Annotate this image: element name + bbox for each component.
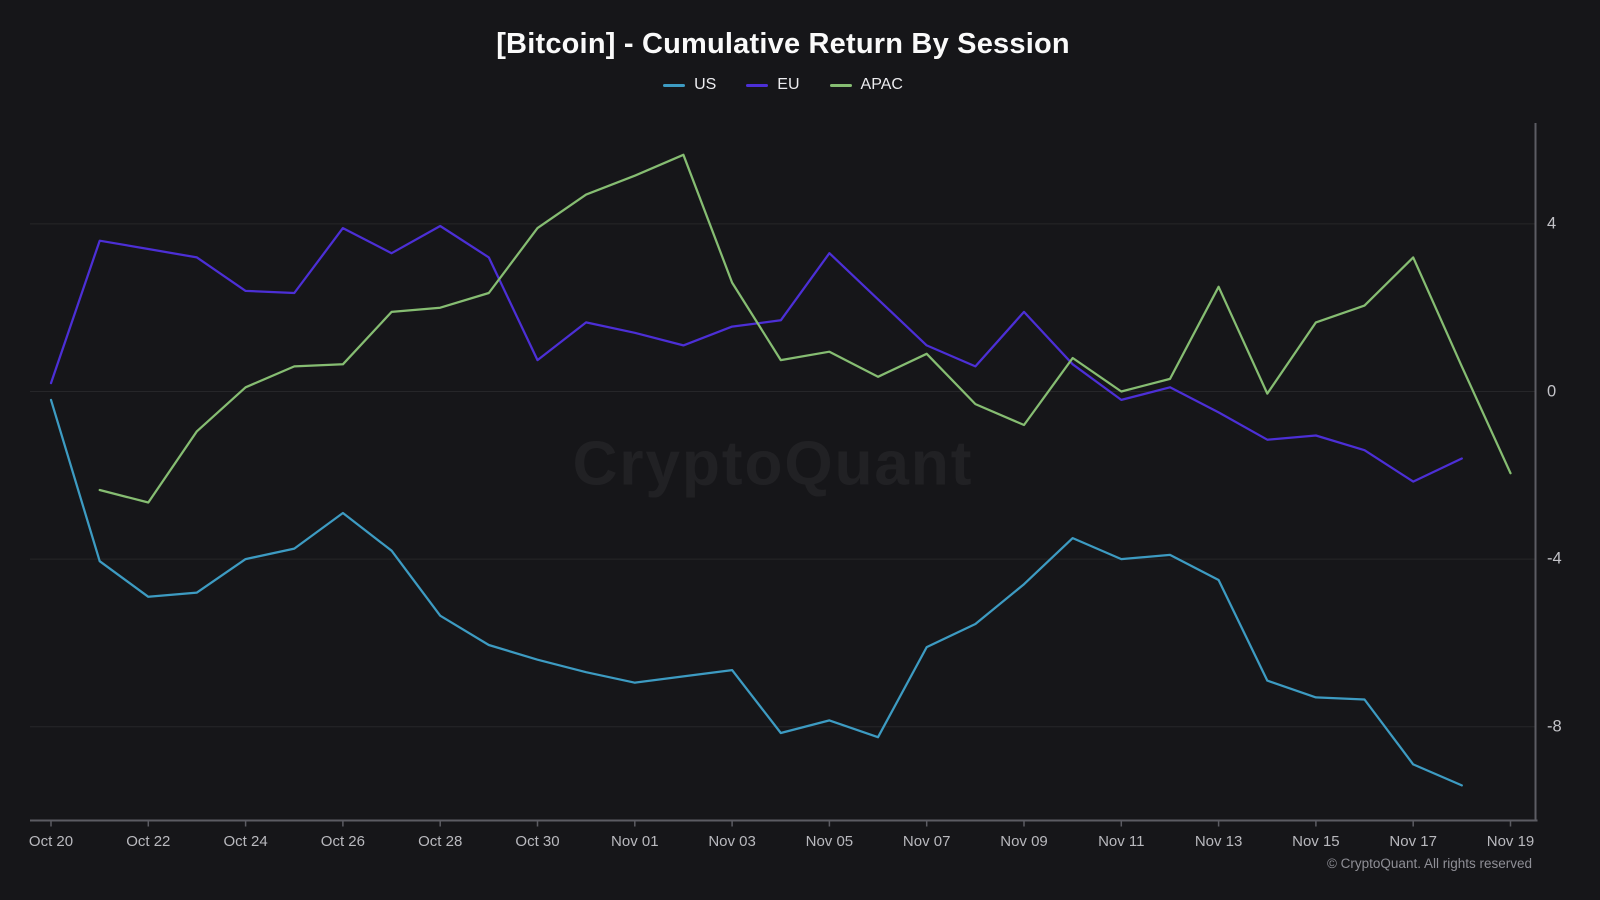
legend-item-us[interactable]: US	[663, 76, 716, 94]
legend-label-us: US	[694, 76, 717, 93]
x-axis-label-nov-19: Nov 19	[1486, 833, 1535, 850]
x-axis-label-nov-05: Nov 05	[805, 833, 854, 850]
x-axis-label-nov-03: Nov 03	[708, 833, 756, 850]
legend-swatch-eu	[746, 83, 769, 87]
x-axis-label-oct-20: Oct 20	[28, 833, 74, 850]
x-axis-label-oct-30: Oct 30	[515, 833, 560, 850]
chart-title: [Bitcoin] - Cumulative Return By Session	[496, 28, 1070, 60]
legend: US EU APAC	[0, 76, 1566, 94]
y-axis-label-0: 0	[1547, 382, 1557, 400]
series-line-us	[49, 398, 1463, 787]
legend-item-eu[interactable]: EU	[746, 76, 800, 94]
x-axis-label-oct-24: Oct 24	[223, 833, 268, 850]
y-axis-label-4: 4	[1547, 214, 1557, 233]
x-axis-label-nov-17: Nov 17	[1389, 833, 1437, 850]
x-axis-label-nov-09: Nov 09	[1000, 833, 1048, 850]
y-axis-label--4: -4	[1547, 549, 1562, 568]
series-line-apac	[98, 153, 1512, 504]
axes	[30, 123, 1538, 827]
x-axis-label-nov-07: Nov 07	[902, 833, 951, 850]
x-axis-label-nov-11: Nov 11	[1098, 833, 1145, 850]
legend-label-eu: EU	[777, 76, 800, 93]
legend-label-apac: APAC	[860, 76, 903, 93]
x-axis-label-nov-01: Nov 01	[611, 833, 659, 850]
x-axis-label-nov-15: Nov 15	[1292, 833, 1340, 850]
legend-item-apac[interactable]: APAC	[829, 76, 903, 94]
copyright-note: © CryptoQuant. All rights reserved	[1326, 856, 1532, 871]
x-axis-label-nov-13: Nov 13	[1194, 833, 1243, 850]
legend-swatch-us	[663, 83, 686, 87]
x-axis-label-oct-28: Oct 28	[418, 833, 463, 850]
legend-swatch-apac	[829, 83, 852, 87]
x-axis-label-oct-22: Oct 22	[126, 833, 171, 850]
x-axis-label-oct-26: Oct 26	[320, 833, 365, 850]
y-axis-label--8: -8	[1547, 717, 1562, 736]
series-lines	[49, 153, 1512, 787]
gridlines	[30, 223, 1536, 728]
watermark: CryptoQuant	[572, 429, 974, 499]
